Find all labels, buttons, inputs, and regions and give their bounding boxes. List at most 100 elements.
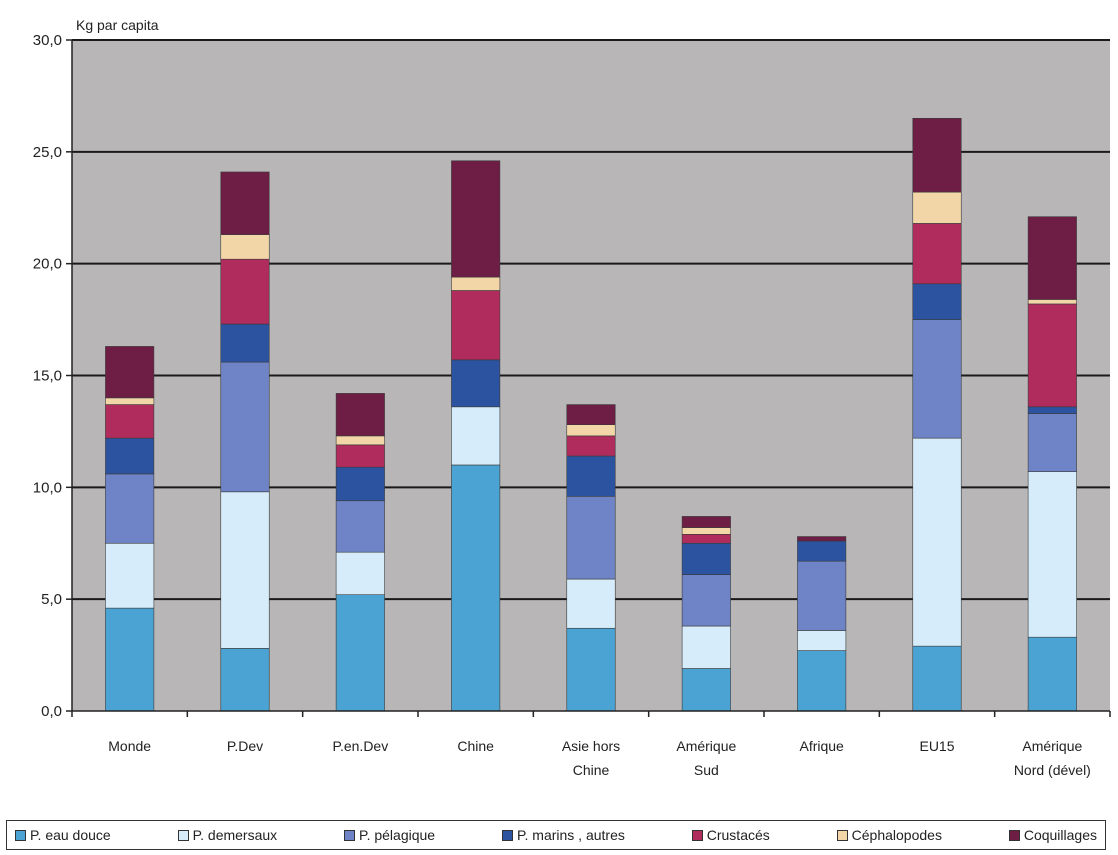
bar-segment bbox=[681, 527, 731, 535]
bar-segment bbox=[220, 258, 270, 325]
bar-segment bbox=[335, 551, 385, 595]
bar-segment bbox=[1027, 471, 1077, 638]
legend-label: Céphalopodes bbox=[851, 827, 942, 843]
x-tick-label: Chine bbox=[457, 738, 494, 754]
bar-segment bbox=[912, 223, 962, 285]
bar-segment bbox=[912, 645, 962, 712]
legend-swatch bbox=[344, 829, 356, 841]
bar-segment bbox=[566, 435, 616, 457]
legend-item: Coquillages bbox=[1008, 827, 1097, 843]
y-tick-label: 5,0 bbox=[41, 591, 62, 608]
legend-item: P. pélagique bbox=[344, 827, 435, 843]
bar-segment bbox=[681, 668, 731, 712]
x-tick-label: Sud bbox=[694, 762, 719, 778]
bar-segment bbox=[912, 283, 962, 320]
bar-segment bbox=[335, 500, 385, 553]
bar-segment bbox=[335, 435, 385, 446]
legend-label: P. marins , autres bbox=[516, 827, 625, 843]
bar-segment bbox=[797, 560, 847, 631]
bar-segment bbox=[566, 424, 616, 437]
axes: 0,0 5,0 10,0 15,0 20,0 25,0 30,0 Monde P.Dev P.en… bbox=[33, 32, 1111, 778]
legend-swatch bbox=[15, 829, 26, 841]
bar-segment bbox=[1027, 636, 1077, 712]
bar-segment bbox=[912, 191, 962, 224]
bar-segment bbox=[797, 650, 847, 712]
bar-segment bbox=[566, 627, 616, 712]
x-tick-label: Asie hors bbox=[562, 738, 620, 754]
bar-segment bbox=[451, 406, 501, 466]
bar-segment bbox=[912, 437, 962, 647]
bar-segment bbox=[220, 234, 270, 260]
bar-segment bbox=[1027, 216, 1077, 300]
legend-swatch bbox=[501, 829, 513, 841]
bars bbox=[105, 117, 1077, 712]
legend-swatch bbox=[1008, 829, 1020, 841]
chart-svg: 0,0 5,0 10,0 15,0 20,0 25,0 30,0 Monde P.Dev P.en… bbox=[33, 17, 1111, 778]
bar-segment bbox=[451, 290, 501, 361]
bar-segment bbox=[220, 171, 270, 235]
legend-swatch bbox=[836, 829, 848, 841]
bar-segment bbox=[335, 594, 385, 712]
bar-segment bbox=[105, 473, 155, 544]
y-tick-label: 30,0 bbox=[33, 32, 62, 49]
bar-segment bbox=[105, 437, 155, 475]
bar-segment bbox=[566, 495, 616, 580]
bar-segment bbox=[681, 542, 731, 575]
legend-label: Coquillages bbox=[1023, 827, 1097, 843]
bar-segment bbox=[1027, 303, 1077, 408]
bar-segment bbox=[105, 397, 155, 405]
bar-segment bbox=[220, 491, 270, 649]
x-tick-label: P.Dev bbox=[227, 738, 263, 754]
bar-segment bbox=[566, 578, 616, 629]
legend-item: Crustacés bbox=[691, 827, 770, 843]
y-tick-label: 20,0 bbox=[33, 256, 62, 273]
bar-segment bbox=[1027, 299, 1077, 305]
x-tick-label: EU15 bbox=[919, 738, 954, 754]
legend-swatch bbox=[177, 829, 189, 841]
bar-segment bbox=[912, 117, 962, 193]
x-tick-label: Amérique bbox=[676, 738, 736, 754]
legend-item: P. eau douce bbox=[15, 827, 111, 843]
bar-segment bbox=[797, 540, 847, 562]
bar-segment bbox=[335, 466, 385, 502]
x-tick-label: Monde bbox=[108, 738, 151, 754]
bar-segment bbox=[105, 404, 155, 439]
x-tick-label: Chine bbox=[573, 762, 610, 778]
bar-segment bbox=[105, 542, 155, 609]
bar-segment bbox=[681, 625, 731, 669]
bar-segment bbox=[681, 516, 731, 528]
bar-segment bbox=[566, 404, 616, 426]
bar-segment bbox=[335, 393, 385, 437]
bar-segment bbox=[451, 276, 501, 291]
bar-segment bbox=[220, 323, 270, 363]
bar-segment bbox=[1027, 413, 1077, 472]
bar-segment bbox=[220, 648, 270, 712]
bar-segment bbox=[451, 160, 501, 278]
x-tick-label: Amérique bbox=[1022, 738, 1082, 754]
bar-segment bbox=[681, 574, 731, 627]
y-axis-label: Kg par capita bbox=[76, 17, 159, 33]
legend-label: P. eau douce bbox=[30, 827, 111, 843]
y-tick-label: 10,0 bbox=[33, 479, 62, 496]
bar-segment bbox=[220, 361, 270, 493]
bar-segment bbox=[912, 319, 962, 439]
x-tick-label: Afrique bbox=[799, 738, 844, 754]
bar-segment bbox=[797, 536, 847, 542]
legend-item: P. marins , autres bbox=[501, 827, 625, 843]
bar-segment bbox=[1027, 406, 1077, 414]
x-tick-label: Nord (dével) bbox=[1014, 762, 1091, 778]
legend-label: P. demersaux bbox=[192, 827, 278, 843]
x-tick-label: P.en.Dev bbox=[332, 738, 388, 754]
bar-segment bbox=[566, 455, 616, 497]
legend-swatch bbox=[691, 829, 703, 841]
legend: P. eau douce P. demersaux P. pélagique P. m… bbox=[6, 820, 1106, 850]
bar-segment bbox=[105, 346, 155, 399]
legend-item: Céphalopodes bbox=[836, 827, 942, 843]
y-tick-label: 25,0 bbox=[33, 144, 62, 161]
bar-segment bbox=[797, 630, 847, 651]
bar-segment bbox=[105, 607, 155, 712]
bar-segment bbox=[681, 534, 731, 544]
legend-label: P. pélagique bbox=[359, 827, 436, 843]
y-tick-label: 0,0 bbox=[41, 703, 62, 720]
